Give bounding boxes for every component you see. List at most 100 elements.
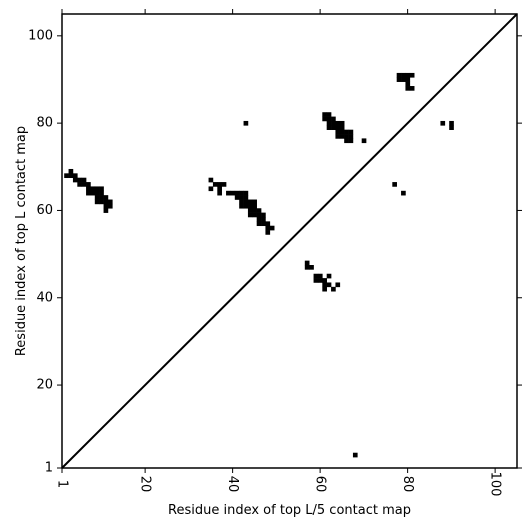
contact-cell [304,265,310,270]
contact-cell [90,190,96,196]
contact-cell [317,278,323,283]
contact-cell [326,116,332,122]
contact-cell [77,177,82,183]
contact-cell [252,208,257,213]
contact-cell [326,120,332,126]
contact-cell [449,120,454,126]
contact-cell [221,182,227,187]
contact-cell [326,282,332,288]
contact-cell [64,173,69,179]
contact-cell [107,203,113,209]
y-tick-label: 60 [36,203,53,218]
contact-cell [217,190,222,196]
contact-cell [212,182,218,187]
contact-cell [256,208,262,213]
x-tick-label: 80 [400,476,415,493]
contact-cell [99,195,104,200]
contact-cell [243,190,249,196]
contact-cell [234,195,240,200]
contact-cell [68,168,74,174]
contact-cell [339,120,345,126]
contact-cell [77,182,82,187]
contact-cell [81,182,87,187]
contact-cell [335,120,341,126]
contact-cell [331,120,336,126]
contact-cell [103,203,109,209]
contact-cell [409,86,415,91]
contact-cell [405,77,411,82]
contact-cell [392,182,397,187]
contact-cell [256,216,262,222]
contact-cell [265,221,271,227]
contact-cell [239,195,244,200]
contact-cell [94,195,100,200]
contact-cell [401,190,406,196]
contact-cell [247,199,253,205]
contact-cell [339,134,345,139]
contact-cell [103,199,109,205]
contact-cell [94,186,100,192]
contact-cell [103,208,109,213]
contact-cell [86,186,91,192]
contact-cell [449,125,454,130]
contact-cell [243,199,249,205]
x-tick-label: 1 [55,480,70,488]
contact-cell [322,116,327,122]
contact-cell [339,125,345,130]
contact-cell [247,208,253,213]
contact-cell [247,212,253,218]
contact-cell [322,282,327,288]
contact-cell [86,190,91,196]
contact-cell [322,286,327,292]
contact-cell [344,129,349,135]
contact-cell [317,273,323,279]
contact-cell [405,72,411,78]
contact-cell [99,199,104,205]
plot-frame [61,13,518,469]
contact-cell [326,273,332,279]
contact-cell [401,77,406,82]
contact-cell [86,182,91,187]
contact-cell [440,120,446,126]
contact-cell [269,225,275,231]
contact-cell [265,225,271,231]
contact-cell [331,125,336,130]
contact-cell [243,203,249,209]
contact-cell [252,212,257,218]
diagonal-line [61,13,518,469]
contact-cell [90,186,96,192]
contact-cell [331,116,336,122]
contact-cell [208,186,214,192]
contact-cell [217,182,222,187]
contact-cell [107,199,113,205]
contact-cell [409,72,415,78]
contact-cell [322,278,327,283]
contact-cell [234,190,240,196]
contact-cell [247,203,253,209]
contact-cell [252,203,257,209]
contact-cell [313,273,319,279]
contact-cell [103,195,109,200]
x-tick-label: 60 [313,476,328,493]
contact-cell [309,265,314,270]
contact-cell [339,129,345,135]
contact-cell [239,199,244,205]
x-tick-label: 100 [488,472,503,497]
contact-cell [217,186,222,192]
contact-cell [348,129,354,135]
contact-cell [344,138,349,144]
contact-cell [335,134,341,139]
contact-cell [326,125,332,130]
contact-cell [405,81,411,87]
contact-cell [243,120,249,126]
contact-cell [344,134,349,139]
contact-cell [239,190,244,196]
contact-cell [265,230,271,235]
y-axis-title: Residue index of top L contact map [14,126,29,356]
contact-cell [396,72,402,78]
y-tick-label: 100 [28,28,53,43]
contact-cell [326,112,332,117]
contact-cell [81,177,87,183]
